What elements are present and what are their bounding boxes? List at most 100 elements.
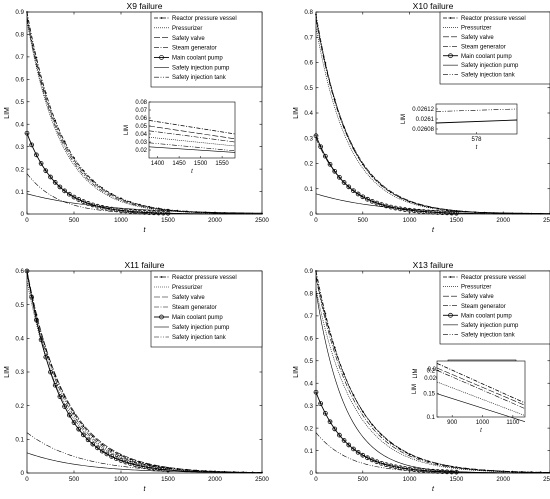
inset-y-axis-label: LIM	[413, 368, 419, 378]
series-marker	[324, 62, 327, 64]
series-marker	[82, 169, 85, 172]
series-marker-cross	[76, 197, 81, 202]
legend-marker	[160, 17, 163, 19]
inset-line-1	[436, 362, 526, 404]
legend-label-6: Safety injection pump	[172, 65, 230, 71]
series-marker-cross	[53, 383, 58, 388]
y-tick-label: 0.1	[15, 437, 24, 444]
inset-frame	[436, 360, 526, 418]
y-tick-label: 0.4	[15, 336, 24, 343]
series-line-7	[26, 173, 262, 215]
plot-frame	[26, 11, 263, 215]
y-tick-label: 0.5	[304, 358, 313, 365]
legend-label-2: Pressurizer	[461, 285, 491, 291]
series-marker-cross	[426, 468, 431, 473]
inset-y-tick-label: 0.02612	[412, 107, 434, 113]
legend-label-5: Main coolant pump	[172, 56, 223, 62]
legend-label-4: Steam generator	[172, 305, 217, 311]
series-marker	[120, 454, 122, 457]
series-marker	[324, 312, 327, 315]
legend-marker	[449, 276, 452, 278]
y-tick-label: 0.2	[15, 403, 24, 410]
series-marker-cross	[119, 458, 123, 463]
x-tick-label: 500	[358, 217, 369, 224]
series-line-3	[26, 270, 263, 473]
series-line-4	[26, 18, 263, 215]
series-marker	[82, 425, 85, 428]
legend-label-3: Safety valve	[172, 36, 205, 42]
series-marker-cross	[384, 462, 389, 467]
series-line-4	[26, 274, 263, 473]
inset-x-tick-label: 1450	[172, 161, 186, 167]
series-marker-cross	[337, 433, 342, 438]
legend-marker	[449, 17, 452, 19]
inset-y-tick-label: 0.02608	[412, 127, 434, 133]
series-marker-cross	[109, 207, 114, 212]
legend-label-5: Main coolant pump	[461, 313, 512, 319]
legend-label-1: Reactor pressure vessel	[172, 16, 237, 22]
y-tick-label: 0.2	[15, 166, 24, 173]
series-marker-cross	[29, 142, 34, 147]
inset-x-axis-label: t	[480, 428, 482, 434]
series-marker-cross	[133, 209, 138, 214]
y-tick-label: 0.4	[15, 121, 24, 128]
series-marker-cross	[81, 432, 86, 437]
y-tick-label: 0.5	[15, 302, 24, 309]
series-line-3	[315, 16, 550, 215]
chart-title: X10 failure	[413, 1, 454, 11]
y-tick-label: 0.6	[15, 77, 24, 84]
inset-line-1	[148, 120, 236, 135]
legend-label-6: Safety injection pump	[461, 63, 519, 69]
series-marker-cross	[39, 337, 44, 342]
series-marker	[44, 92, 47, 94]
inset-line-1	[435, 108, 518, 112]
y-tick-label: 0.6	[304, 60, 313, 67]
x-tick-label: 2000	[496, 217, 510, 224]
series-marker-cross	[351, 188, 356, 193]
series-marker-cross	[128, 461, 133, 466]
x-tick-label: 0	[314, 217, 318, 224]
series-marker-cross	[346, 443, 351, 448]
y-tick-label: 0.8	[304, 9, 313, 16]
series-marker	[63, 140, 66, 143]
x-axis-label: t	[432, 227, 435, 234]
inset-y-tick-label: 0.05	[135, 124, 147, 130]
series-marker-cross	[67, 192, 72, 197]
x-tick-label: 1500	[161, 476, 175, 483]
series-marker-cross	[128, 209, 133, 214]
legend-marker	[448, 53, 453, 59]
legend-label-7: Safety injection tank	[172, 75, 227, 81]
series-marker-cross	[34, 317, 39, 322]
series-marker-cross	[72, 195, 76, 200]
series-marker-cross	[114, 207, 119, 212]
series-marker-cross	[356, 450, 361, 455]
series-marker-cross	[90, 442, 95, 447]
series-marker-cross	[342, 438, 347, 443]
x-tick-label: 2500	[543, 217, 550, 224]
y-tick-label: 0.8	[304, 291, 313, 298]
inset-x-axis-label: t	[476, 145, 478, 151]
series-marker-cross	[123, 460, 128, 465]
plot-frame	[315, 270, 550, 474]
series-marker-cross	[142, 464, 147, 469]
inset-y-tick-label: 0.2	[427, 368, 436, 374]
series-marker-cross	[421, 468, 426, 473]
x-tick-label: 1000	[114, 217, 128, 224]
y-tick-label: 0.9	[304, 268, 313, 275]
inset-y-tick-label: 0.07	[135, 108, 147, 114]
series-marker-cross	[337, 175, 342, 180]
inset-y-axis-label: LIM	[124, 125, 130, 135]
y-tick-label: 0.1	[15, 189, 24, 196]
series-line-6	[26, 452, 263, 473]
legend-label-2: Pressurizer	[461, 26, 491, 32]
y-tick-label: 0.2	[304, 425, 313, 432]
y-tick-label: 0.6	[304, 336, 313, 343]
y-tick-label: 0.3	[15, 369, 24, 376]
inset-x-tick-label: 900	[447, 420, 458, 426]
y-tick-label: 0.5	[15, 99, 24, 106]
legend: Reactor pressure vessel Pressurizer Safety…	[150, 11, 263, 88]
series-marker-cross	[402, 466, 407, 471]
inset-y-axis-label: LIM	[401, 114, 407, 124]
legend-label-1: Reactor pressure vessel	[172, 275, 237, 281]
inset-line-2	[435, 119, 518, 124]
